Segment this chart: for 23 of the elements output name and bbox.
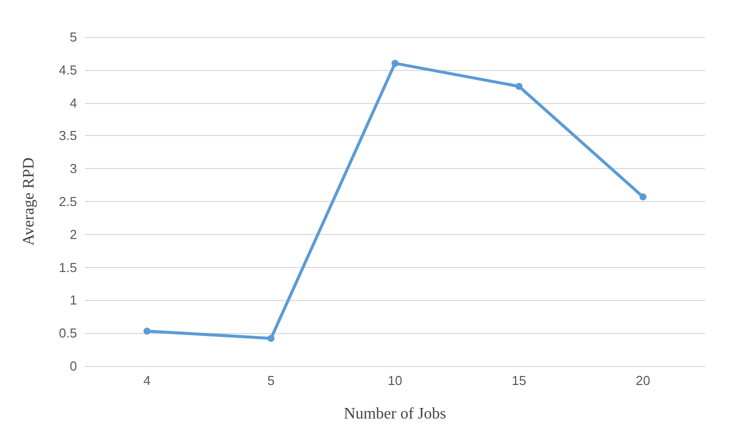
y-tick-label: 4.5 (58, 62, 77, 78)
point (640, 193, 646, 200)
y-tick-label: 3.5 (58, 128, 77, 144)
x-tick-label: 4 (143, 373, 151, 388)
y-tick-label: 4 (70, 95, 77, 110)
point (144, 328, 150, 335)
point (268, 334, 274, 342)
y-tick-label: 2 (70, 226, 77, 242)
y-tick-label: 1 (70, 292, 77, 308)
point (392, 60, 398, 67)
y-axis-title: Average RPD (20, 157, 38, 246)
x-axis-title: Number of Jobs (344, 406, 446, 422)
x-tick-label: 10 (388, 373, 402, 388)
x-tick-label: 15 (512, 373, 526, 388)
x-tick-label: 5 (267, 373, 275, 388)
y-tick-label: 5 (70, 30, 77, 44)
y-tick-label: 2.5 (58, 194, 77, 209)
y-tick-label: 0 (70, 358, 77, 374)
y-tick-label: 0.5 (58, 326, 77, 341)
y-tick-label: 1.5 (58, 260, 77, 275)
x-tick-label: 20 (636, 373, 650, 388)
point (516, 82, 522, 90)
y-tick-label: 3 (70, 161, 77, 176)
